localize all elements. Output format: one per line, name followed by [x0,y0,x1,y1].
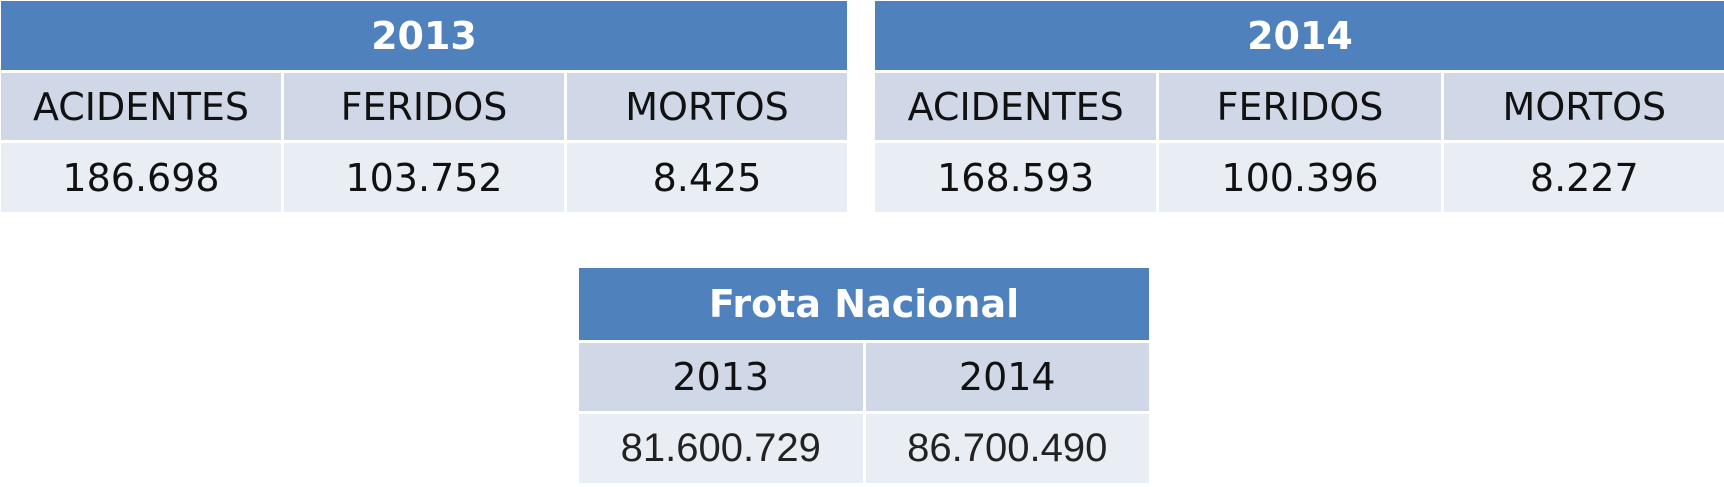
column-header-acidentes: ACIDENTES [871,70,1160,143]
column-header-2013: 2013 [576,340,866,414]
column-header-mortos: MORTOS [564,70,850,143]
value-acidentes: 168.593 [871,140,1160,215]
table-2014: 2014 ACIDENTES FERIDOS MORTOS 168.593 10… [871,0,1724,215]
value-mortos: 8.425 [564,140,850,215]
table-frota-nacional: Frota Nacional 2013 2014 81.600.729 86.7… [576,265,1152,486]
value-feridos: 100.396 [1156,140,1444,215]
value-frota-2014: 86.700.490 [862,411,1152,486]
value-mortos: 8.227 [1440,140,1724,215]
table-2013: 2013 ACIDENTES FERIDOS MORTOS 186.698 10… [0,0,850,215]
column-header-feridos: FERIDOS [1156,70,1444,143]
table-title: 2014 [872,0,1724,73]
value-acidentes: 186.698 [0,140,284,215]
value-frota-2013: 81.600.729 [576,411,866,486]
table-title: 2013 [0,0,850,73]
table-title: Frota Nacional [576,265,1152,343]
value-feridos: 103.752 [281,140,567,215]
column-header-2014: 2014 [862,340,1152,414]
column-header-acidentes: ACIDENTES [0,70,284,143]
column-header-mortos: MORTOS [1440,70,1724,143]
column-header-feridos: FERIDOS [281,70,567,143]
